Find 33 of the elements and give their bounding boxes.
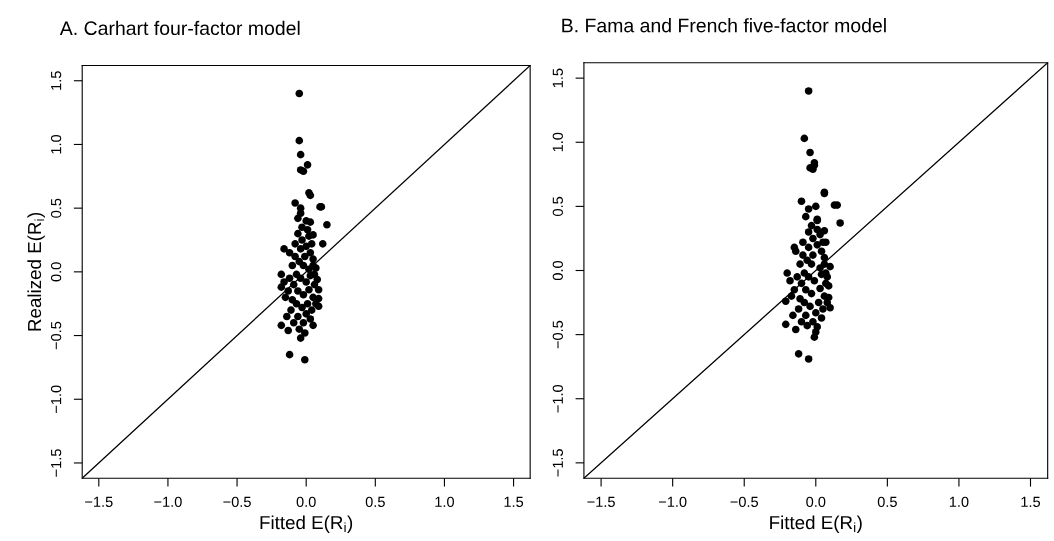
- y-tick-label: 0.5: [552, 196, 563, 216]
- x-tick-label: −1.5: [85, 496, 113, 508]
- y-tick-label: −1.5: [51, 449, 62, 477]
- x-tick-label: 1.0: [949, 496, 969, 508]
- x-tick-label: 0.0: [296, 496, 316, 508]
- x-tick-label: 1.5: [1021, 496, 1041, 508]
- x-axis-title: Fitted E(R$_{i}$): [260, 515, 353, 533]
- y-tick-label: 0.0: [50, 262, 62, 282]
- y-tick-label: −1.0: [50, 385, 62, 413]
- y-tick-label: 0.0: [552, 260, 563, 281]
- x-tick-label: 1.5: [504, 496, 524, 508]
- y-tick-label: 1.5: [51, 71, 62, 90]
- x-tick-label: −1.5: [587, 496, 615, 508]
- x-tick-label: 1.0: [435, 496, 455, 508]
- x-tick-label: 0.5: [877, 496, 897, 508]
- y-tick-label: −1.5: [552, 449, 563, 477]
- y-tick-label: 1.0: [552, 132, 563, 152]
- y-tick-label: 1.0: [50, 134, 62, 154]
- chart-title: A. Carhart four-factor model: [59, 20, 300, 36]
- y-tick-label: −1.0: [552, 384, 563, 413]
- y-tick-label: −0.5: [552, 320, 563, 349]
- x-axis-title: Fitted E(R$_{i}$): [770, 515, 862, 533]
- x-tick-label: 0.5: [365, 496, 385, 508]
- y-tick-label: 0.5: [50, 198, 62, 218]
- x-tick-label: −1.0: [154, 496, 182, 508]
- x-tick-label: −0.5: [730, 496, 759, 508]
- x-tick-label: 0.0: [806, 496, 826, 508]
- y-tick-label: 1.5: [552, 68, 563, 88]
- chart-title: B. Fama and French five-factor model: [562, 18, 886, 33]
- x-tick-label: −1.0: [658, 496, 687, 508]
- x-tick-label: −0.5: [223, 496, 251, 508]
- y-tick-label: −0.5: [50, 321, 62, 350]
- y-axis-title: Realized E(R$_{i}$): [27, 212, 45, 331]
